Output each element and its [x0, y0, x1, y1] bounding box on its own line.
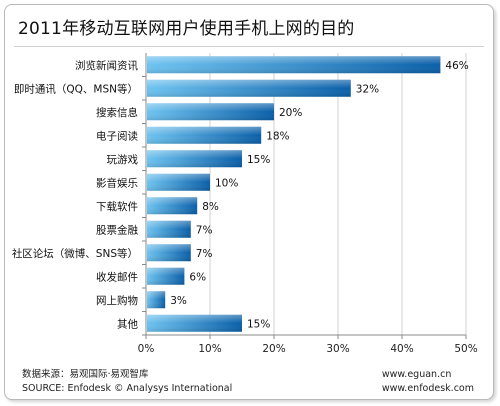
category-label: 影音娱乐 [96, 176, 138, 189]
category-label: 搜索信息 [96, 106, 138, 119]
bar-shine [147, 267, 185, 285]
source-en: SOURCE: Enfodesk © Analysys Internationa… [22, 383, 233, 394]
bar-shine [147, 173, 210, 191]
value-label: 7% [196, 248, 213, 260]
value-label: 20% [279, 107, 302, 119]
category-label: 社区论坛（微博、SNS等） [12, 247, 138, 260]
value-label: 15% [247, 154, 270, 166]
category-label: 其他 [117, 317, 138, 330]
value-label: 46% [445, 60, 468, 72]
source-note: 数据来源：易观国际·易观智库 SOURCE: Enfodesk © Analys… [22, 368, 232, 396]
value-label: 3% [170, 295, 187, 307]
value-label: 6% [189, 271, 206, 283]
value-label: 32% [356, 83, 379, 95]
bar-shine [147, 79, 351, 97]
value-label: 15% [247, 318, 270, 330]
bar-shine [147, 291, 166, 309]
url-eguan: www.eguan.cn [381, 369, 452, 380]
category-label: 玩游戏 [107, 153, 139, 166]
x-tick-label: 30% [326, 343, 349, 355]
bar-shine [147, 103, 274, 121]
bars [147, 56, 441, 332]
labels: 0% 10% 20% 30% 40% 50% 浏览新闻资讯 46% 即时通讯（QQ、MSN等） 3… [12, 59, 478, 355]
category-label: 浏览新闻资讯 [75, 59, 138, 72]
value-label: 10% [215, 177, 238, 189]
gridlines [142, 53, 467, 339]
bar-shine [147, 56, 441, 74]
url-enfodesk: www.enfodesk.com [381, 383, 474, 394]
x-tick-label: 40% [390, 343, 413, 355]
category-label: 下载软件 [96, 200, 138, 213]
source-cn: 数据来源：易观国际·易观智库 [22, 369, 149, 380]
title-divider [14, 46, 484, 47]
category-label: 网上购物 [96, 294, 138, 307]
bar-shine [147, 244, 191, 262]
bar-shine [147, 314, 242, 332]
value-label: 7% [196, 224, 213, 236]
x-tick-label: 10% [198, 343, 221, 355]
category-label: 电子阅读 [96, 129, 138, 142]
source-urls: www.eguan.cn www.enfodesk.com [382, 368, 474, 396]
category-label: 即时通讯（QQ、MSN等） [14, 82, 138, 95]
category-label: 股票金融 [96, 223, 138, 236]
x-tick-label: 50% [454, 343, 477, 355]
value-label: 8% [202, 201, 219, 213]
chart-title: 2011年移动互联网用户使用手机上网的目的 [18, 19, 355, 39]
bar-shine [147, 220, 191, 238]
x-tick-label: 0% [138, 343, 155, 355]
value-label: 18% [266, 130, 289, 142]
bar-shine [147, 150, 242, 168]
bar-shine [147, 197, 198, 215]
x-tick-label: 20% [262, 343, 285, 355]
bar-shine [147, 126, 262, 144]
category-label: 收发邮件 [96, 270, 138, 283]
